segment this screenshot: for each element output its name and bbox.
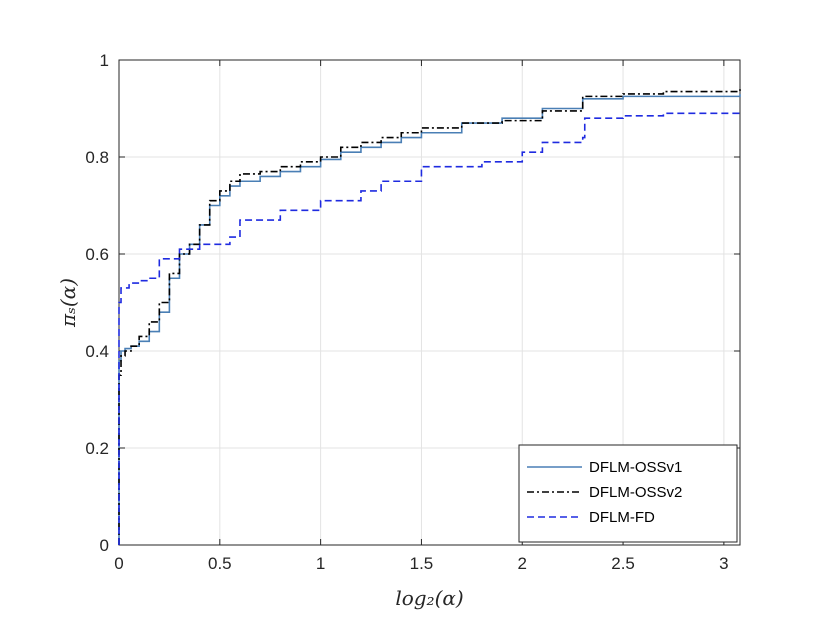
axis-ticks: 0 0.5 1 1.5 2 2.5 3 0 0.2 0.4 0.6 0.8 1	[85, 51, 740, 573]
legend-entry: DFLM-OSSv2	[589, 484, 682, 501]
x-tick-label: 2.5	[611, 554, 635, 573]
x-tick-label: 0	[114, 554, 123, 573]
x-tick-label: 1	[316, 554, 325, 573]
y-tick-label: 1	[100, 51, 109, 70]
y-tick-label: 0.8	[85, 148, 109, 167]
series-line-3	[118, 112, 740, 545]
x-tick-label: 3	[719, 554, 728, 573]
legend-entry: DFLM-OSSv1	[589, 459, 682, 476]
x-tick-label: 1.5	[410, 554, 434, 573]
y-tick-label: 0.4	[85, 342, 109, 361]
series-lines	[118, 89, 741, 545]
y-tick-label: 0.6	[85, 245, 109, 264]
x-tick-label: 0.5	[208, 554, 232, 573]
series-line-2	[118, 89, 741, 545]
legend: DFLM-OSSv1 DFLM-OSSv2 DFLM-FD	[518, 444, 738, 543]
legend-entry: DFLM-FD	[589, 509, 655, 526]
legend-box	[518, 444, 738, 543]
y-tick-label: 0.2	[85, 439, 109, 458]
x-tick-label: 2	[518, 554, 527, 573]
x-axis-label: log₂(α)	[395, 586, 463, 610]
y-tick-label: 0	[100, 536, 109, 555]
y-axis-label: πₛ(α)	[56, 278, 80, 328]
